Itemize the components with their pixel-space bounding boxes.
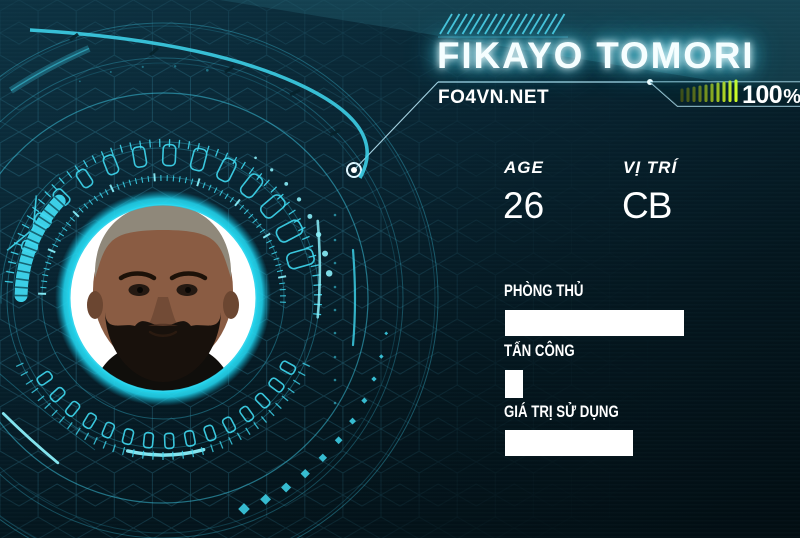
svg-text:AGE: AGE xyxy=(503,158,544,177)
svg-text:100%: 100% xyxy=(742,81,800,109)
svg-text:FIKAYO TOMORI: FIKAYO TOMORI xyxy=(437,35,754,76)
svg-text:VỊ TRÍ: VỊ TRÍ xyxy=(623,158,679,177)
svg-text:FO4VN.NET: FO4VN.NET xyxy=(438,87,549,108)
svg-text:26: 26 xyxy=(503,185,544,226)
svg-text:GIÁ TRỊ SỬ DỤNG: GIÁ TRỊ SỬ DỤNG xyxy=(504,401,619,421)
svg-text:TẤN CÔNG: TẤN CÔNG xyxy=(504,340,575,360)
svg-text:PHÒNG THỦ: PHÒNG THỦ xyxy=(504,280,584,300)
svg-text:CB: CB xyxy=(622,185,671,226)
